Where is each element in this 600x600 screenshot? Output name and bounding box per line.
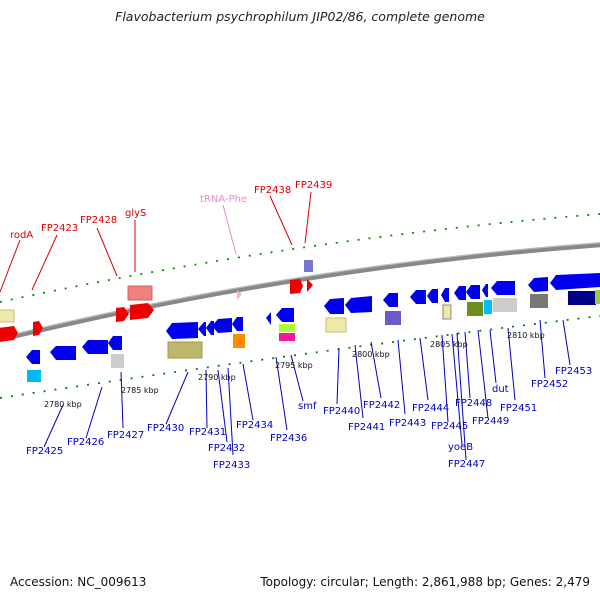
gene-fp2443-domain[interactable] bbox=[385, 311, 401, 325]
gene-fp2454-domain[interactable] bbox=[595, 290, 600, 304]
gene-fp2435[interactable] bbox=[266, 312, 271, 325]
reverse-track bbox=[0, 315, 600, 399]
gene-fp2453-domain[interactable] bbox=[568, 291, 596, 305]
gene-fp2426[interactable] bbox=[50, 346, 76, 360]
gene-fp2449[interactable] bbox=[482, 284, 488, 297]
genome-backbone-highlight bbox=[0, 242, 600, 339]
gene-fp2445[interactable] bbox=[441, 288, 449, 302]
gene-fp2440[interactable] bbox=[324, 298, 344, 314]
gene-fp2439-domain[interactable] bbox=[304, 260, 313, 272]
gene-fp2442[interactable] bbox=[383, 293, 398, 307]
gene-yoeB[interactable] bbox=[454, 286, 466, 300]
forward-genes bbox=[0, 260, 313, 342]
gene-fp2438[interactable] bbox=[290, 279, 303, 294]
gene-fp2427[interactable] bbox=[108, 336, 122, 350]
gene-fp2430[interactable] bbox=[166, 322, 198, 339]
gene-fp2426b[interactable] bbox=[82, 340, 108, 354]
gene-fp2440-domain[interactable] bbox=[325, 317, 347, 333]
gene-fp2423[interactable] bbox=[33, 321, 43, 336]
gene-fp2453[interactable] bbox=[550, 273, 600, 290]
gene-fp2425-domain[interactable] bbox=[27, 370, 41, 382]
lower-connectors bbox=[43, 319, 571, 461]
gene-fp2451-domain[interactable] bbox=[493, 298, 517, 312]
gene-fp2452-domain[interactable] bbox=[530, 294, 548, 308]
genome-summary-text: Topology: circular; Length: 2,861,988 bp… bbox=[260, 575, 590, 589]
gene-fp2443[interactable] bbox=[410, 290, 426, 304]
gene-fp2430-domain[interactable] bbox=[167, 341, 203, 359]
gene-glyS-domain[interactable] bbox=[127, 285, 153, 301]
gene-fp2436-domain-a[interactable] bbox=[279, 324, 295, 332]
gene-fp2427-domain[interactable] bbox=[111, 354, 124, 368]
gene-fp2444[interactable] bbox=[427, 289, 438, 303]
gene-tRNA-Phe[interactable] bbox=[237, 290, 242, 300]
gene-fp2449-domain[interactable] bbox=[484, 300, 492, 314]
gene-fp2434-domain[interactable] bbox=[233, 334, 245, 348]
gene-fp2436[interactable] bbox=[276, 308, 294, 322]
upper-connectors bbox=[0, 191, 312, 293]
gene-fp2448-domain[interactable] bbox=[467, 302, 483, 316]
accession-text: Accession: NC_009613 bbox=[10, 575, 147, 589]
reverse-genes bbox=[26, 273, 600, 382]
trna-connector bbox=[222, 204, 237, 255]
gene-fp2445-domain[interactable] bbox=[442, 304, 452, 320]
gene-fp2428[interactable] bbox=[116, 307, 129, 322]
gene-fp2436-domain-b[interactable] bbox=[279, 333, 295, 341]
gene-fp2452[interactable] bbox=[528, 277, 548, 292]
gene-fp2433[interactable] bbox=[212, 318, 232, 333]
gene-fp2439[interactable] bbox=[307, 279, 313, 292]
gene-fp2425[interactable] bbox=[26, 350, 40, 364]
gene-fp2448[interactable] bbox=[466, 285, 480, 299]
gene-glyS[interactable] bbox=[130, 303, 154, 320]
gene-dut[interactable] bbox=[491, 281, 515, 295]
gene-fp2431[interactable] bbox=[198, 322, 206, 336]
gene-fp2434[interactable] bbox=[232, 317, 243, 331]
map-title: Flavobacterium psychrophilum JIP02/86, c… bbox=[115, 9, 485, 24]
gene-fp2424[interactable] bbox=[0, 309, 15, 323]
gene-fp2441[interactable] bbox=[345, 296, 372, 313]
gene-rodA[interactable] bbox=[0, 326, 18, 342]
gene-fp2432[interactable] bbox=[206, 321, 214, 335]
